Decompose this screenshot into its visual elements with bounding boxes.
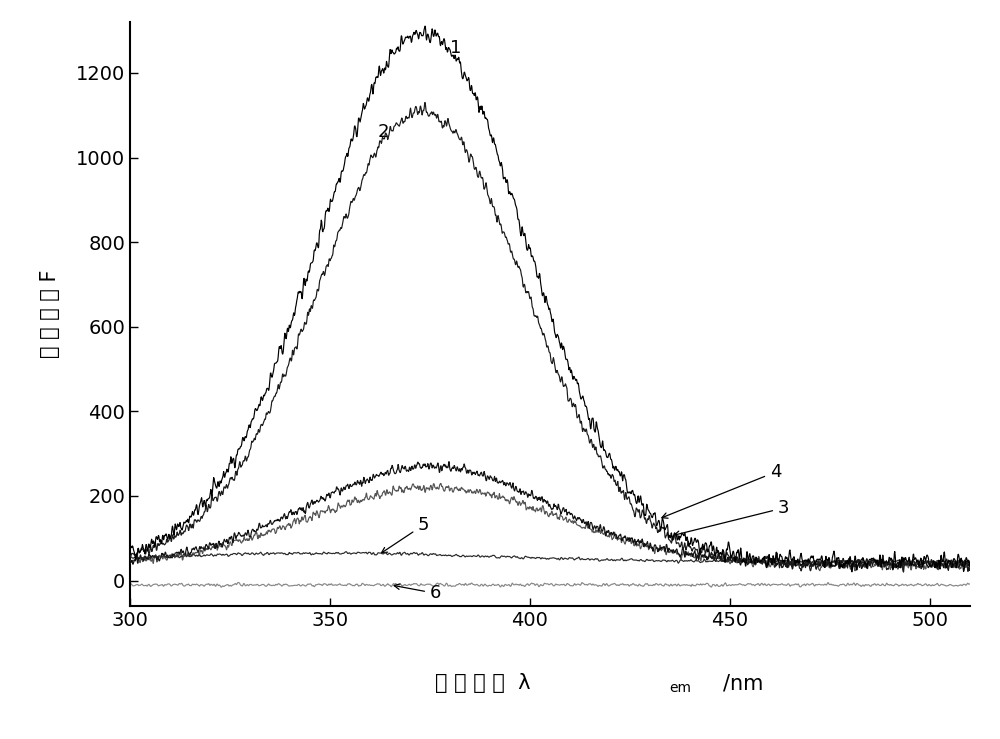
Text: 荺 光 强 度 F: 荺 光 强 度 F bbox=[40, 270, 60, 358]
Text: 6: 6 bbox=[394, 584, 441, 602]
Text: 4: 4 bbox=[662, 463, 782, 518]
Text: 5: 5 bbox=[381, 516, 430, 553]
Text: 1: 1 bbox=[450, 38, 461, 57]
Text: 2: 2 bbox=[378, 123, 390, 141]
Text: /nm: /nm bbox=[723, 673, 763, 693]
Text: 3: 3 bbox=[674, 499, 790, 537]
Text: 发 射 波 长  λ: 发 射 波 长 λ bbox=[435, 673, 531, 693]
Text: em: em bbox=[669, 681, 691, 695]
